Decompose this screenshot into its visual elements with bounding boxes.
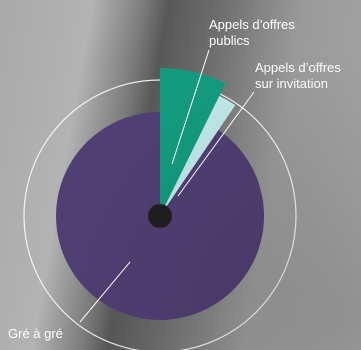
label-appels-publics-line1: Appels d’offres	[209, 17, 295, 32]
leader-line-gre	[79, 261, 131, 323]
label-appels-publics: Appels d’offres publics	[209, 17, 295, 49]
label-gre-a-gre: Gré à gré	[8, 326, 63, 341]
label-appels-publics-line2: publics	[209, 33, 250, 48]
center-hub	[148, 204, 172, 228]
label-appels-invitation-line2: sur invitation	[255, 76, 328, 91]
label-appels-invitation: Appels d’offres sur invitation	[255, 60, 341, 92]
pie-slice-appels-d-offres-publics	[160, 68, 226, 216]
label-appels-invitation-line1: Appels d’offres	[255, 60, 341, 75]
leader-line-invitation	[177, 91, 255, 197]
leader-line-publics	[171, 49, 210, 165]
pie-slice-appels-d-offres-sur-invitation	[160, 95, 236, 216]
